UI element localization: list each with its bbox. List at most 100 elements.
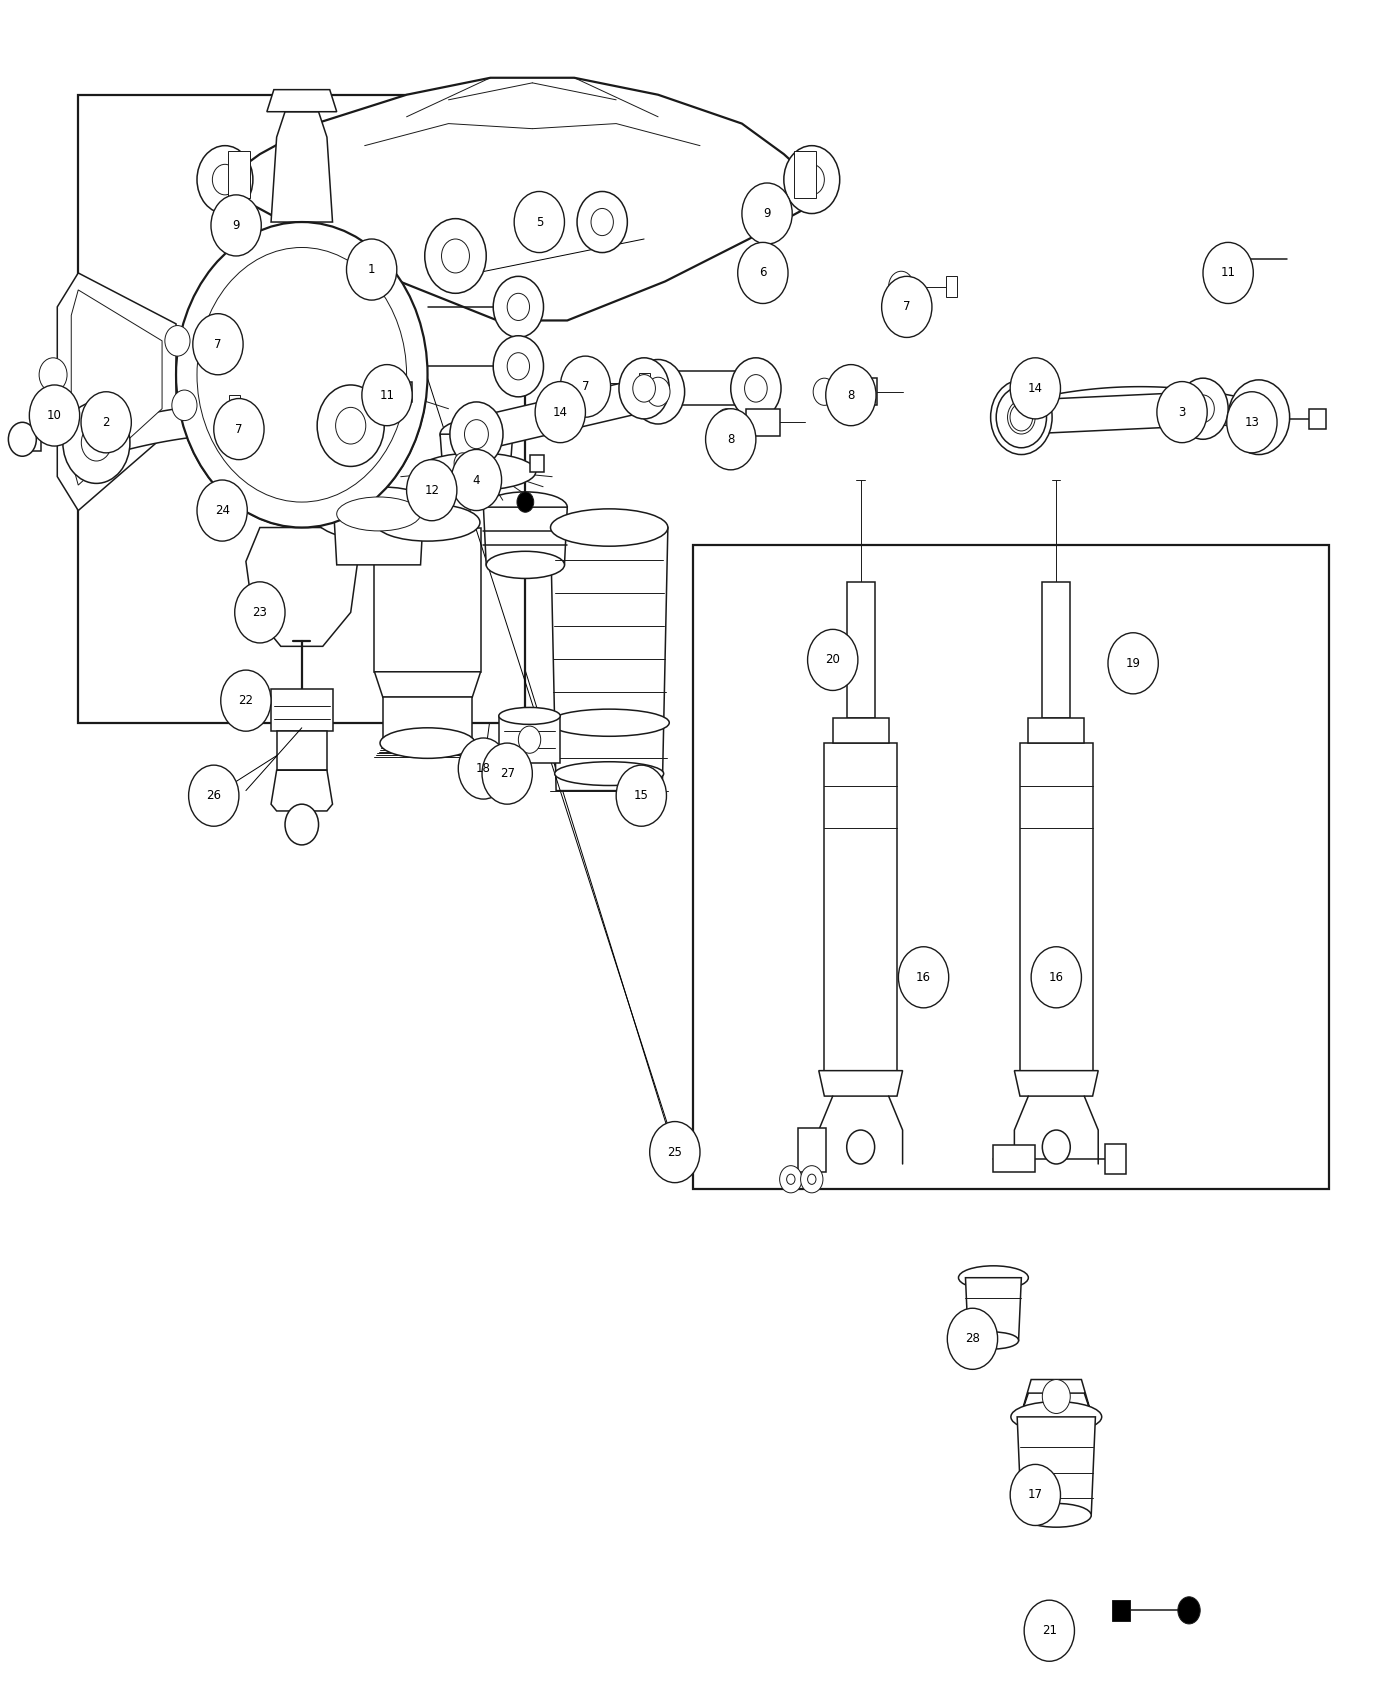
Ellipse shape: [379, 728, 475, 758]
Text: 9: 9: [232, 219, 239, 231]
Polygon shape: [374, 672, 480, 697]
Circle shape: [451, 449, 501, 510]
Circle shape: [801, 1166, 823, 1193]
Polygon shape: [246, 527, 357, 646]
Ellipse shape: [550, 508, 668, 546]
Polygon shape: [833, 717, 889, 743]
Circle shape: [706, 408, 756, 469]
Text: 27: 27: [500, 767, 515, 780]
Text: 11: 11: [379, 389, 395, 401]
Circle shape: [889, 272, 914, 303]
Polygon shape: [267, 90, 337, 112]
Text: 17: 17: [1028, 1489, 1043, 1501]
Polygon shape: [57, 274, 176, 510]
Circle shape: [235, 581, 286, 643]
Circle shape: [899, 947, 949, 1008]
Ellipse shape: [440, 418, 512, 449]
Circle shape: [784, 146, 840, 214]
Polygon shape: [1015, 1071, 1098, 1096]
Ellipse shape: [549, 709, 669, 736]
Text: 12: 12: [424, 484, 440, 496]
Circle shape: [213, 165, 238, 196]
Polygon shape: [277, 731, 328, 770]
Circle shape: [197, 146, 253, 214]
Ellipse shape: [959, 1266, 1029, 1290]
Text: 20: 20: [825, 653, 840, 666]
Circle shape: [197, 248, 406, 502]
Circle shape: [230, 214, 244, 231]
Text: 11: 11: [1221, 267, 1236, 279]
Circle shape: [560, 355, 610, 416]
Ellipse shape: [483, 491, 567, 522]
Ellipse shape: [1022, 1503, 1091, 1527]
Circle shape: [1009, 403, 1033, 432]
Text: 2: 2: [102, 416, 111, 428]
Circle shape: [493, 277, 543, 337]
Polygon shape: [272, 112, 333, 223]
Polygon shape: [440, 434, 512, 471]
Circle shape: [591, 209, 613, 236]
Ellipse shape: [312, 486, 445, 541]
Polygon shape: [644, 371, 756, 405]
Polygon shape: [798, 1129, 826, 1173]
Polygon shape: [71, 291, 162, 484]
Text: 16: 16: [916, 971, 931, 984]
Text: 24: 24: [214, 505, 230, 517]
Circle shape: [81, 425, 112, 461]
Circle shape: [221, 670, 272, 731]
Polygon shape: [825, 743, 897, 1071]
Circle shape: [616, 765, 666, 826]
Polygon shape: [994, 1146, 1036, 1173]
Text: 28: 28: [965, 1333, 980, 1345]
Circle shape: [1203, 243, 1253, 304]
Text: 23: 23: [252, 605, 267, 619]
Circle shape: [1191, 394, 1214, 423]
Text: 16: 16: [1049, 971, 1064, 984]
Circle shape: [1011, 1464, 1060, 1525]
Circle shape: [8, 422, 36, 456]
Circle shape: [631, 359, 685, 423]
Text: 5: 5: [536, 216, 543, 228]
Circle shape: [1226, 391, 1277, 452]
Text: 7: 7: [214, 338, 221, 350]
Circle shape: [808, 629, 858, 690]
Polygon shape: [382, 697, 472, 740]
Circle shape: [406, 459, 456, 520]
Circle shape: [1025, 1600, 1074, 1661]
Polygon shape: [1029, 717, 1084, 743]
Ellipse shape: [375, 503, 480, 541]
Polygon shape: [819, 1071, 903, 1096]
Circle shape: [1008, 401, 1035, 434]
Circle shape: [29, 384, 80, 445]
Text: 13: 13: [1245, 416, 1260, 428]
Circle shape: [1245, 401, 1273, 434]
Polygon shape: [272, 770, 333, 811]
Circle shape: [81, 391, 132, 452]
Circle shape: [347, 240, 396, 301]
Polygon shape: [1112, 1600, 1130, 1620]
Polygon shape: [374, 527, 480, 672]
Circle shape: [535, 381, 585, 442]
Polygon shape: [746, 408, 780, 435]
Polygon shape: [1043, 581, 1070, 717]
Polygon shape: [223, 330, 234, 350]
Circle shape: [997, 386, 1047, 447]
Text: 4: 4: [473, 474, 480, 486]
Ellipse shape: [486, 551, 564, 578]
Polygon shape: [228, 151, 251, 199]
Circle shape: [1156, 381, 1207, 442]
Circle shape: [286, 804, 319, 845]
Circle shape: [176, 223, 427, 527]
Circle shape: [193, 314, 244, 374]
Circle shape: [787, 1175, 795, 1185]
Polygon shape: [550, 527, 668, 790]
Circle shape: [1043, 1130, 1070, 1164]
Text: 8: 8: [727, 434, 735, 445]
Circle shape: [633, 374, 655, 403]
Polygon shape: [638, 372, 650, 393]
Circle shape: [518, 726, 540, 753]
Circle shape: [750, 189, 784, 230]
Circle shape: [63, 401, 130, 483]
Text: 22: 22: [238, 694, 253, 707]
Polygon shape: [27, 427, 41, 450]
